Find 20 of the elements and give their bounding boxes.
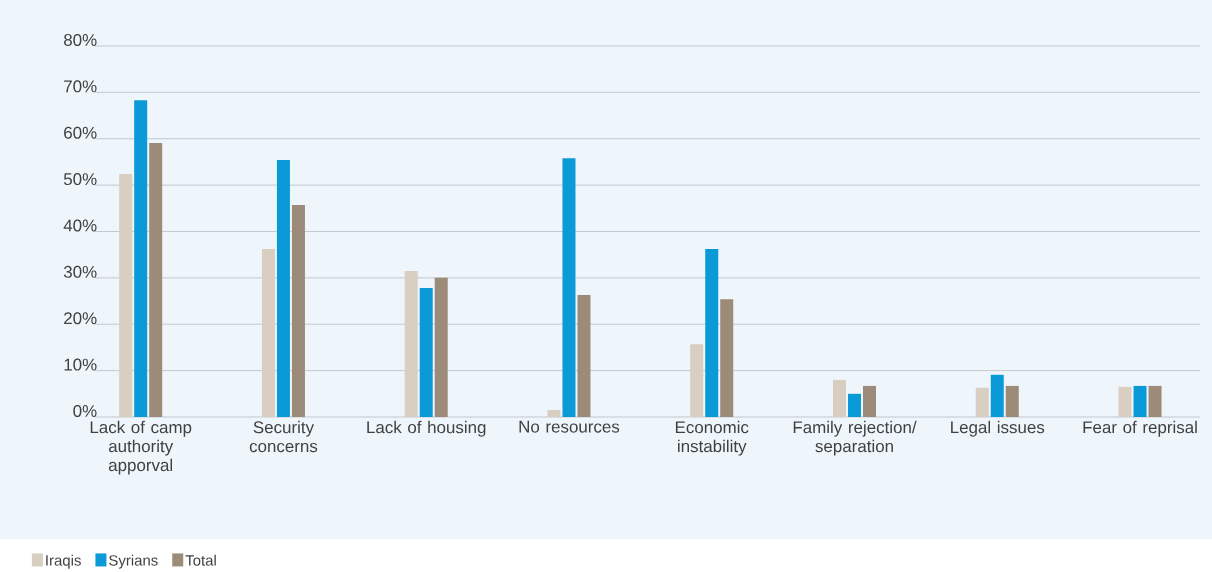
x-tick-label: Lack of housing — [367, 420, 486, 437]
y-tick-label: 60% — [64, 126, 97, 139]
y-tick-label: 0% — [73, 404, 97, 417]
x-tick-label: Family rejection/ separation — [793, 420, 917, 456]
y-tick-label: 50% — [63, 173, 97, 186]
y-tick-label: 10% — [64, 358, 97, 371]
x-tick-label: Lack of camp authority apporval — [90, 420, 192, 475]
legend-label: Iraqis — [46, 554, 81, 569]
y-tick-label: 80% — [63, 33, 97, 46]
y-tick-label: 40% — [63, 219, 97, 232]
y-tick-label: 70% — [64, 80, 97, 93]
x-tick-label: Economic instability — [675, 420, 749, 456]
legend-label: Total — [185, 554, 216, 566]
legend-label: Syrians — [109, 554, 158, 569]
x-tick-label: Legal issues — [951, 420, 1045, 437]
x-tick-label: Fear of reprisal — [1083, 420, 1197, 437]
y-tick-label: 20% — [64, 312, 97, 325]
x-tick-label: Security concerns — [249, 420, 318, 453]
x-tick-label: No resources — [519, 420, 620, 433]
y-tick-label: 30% — [63, 265, 97, 278]
